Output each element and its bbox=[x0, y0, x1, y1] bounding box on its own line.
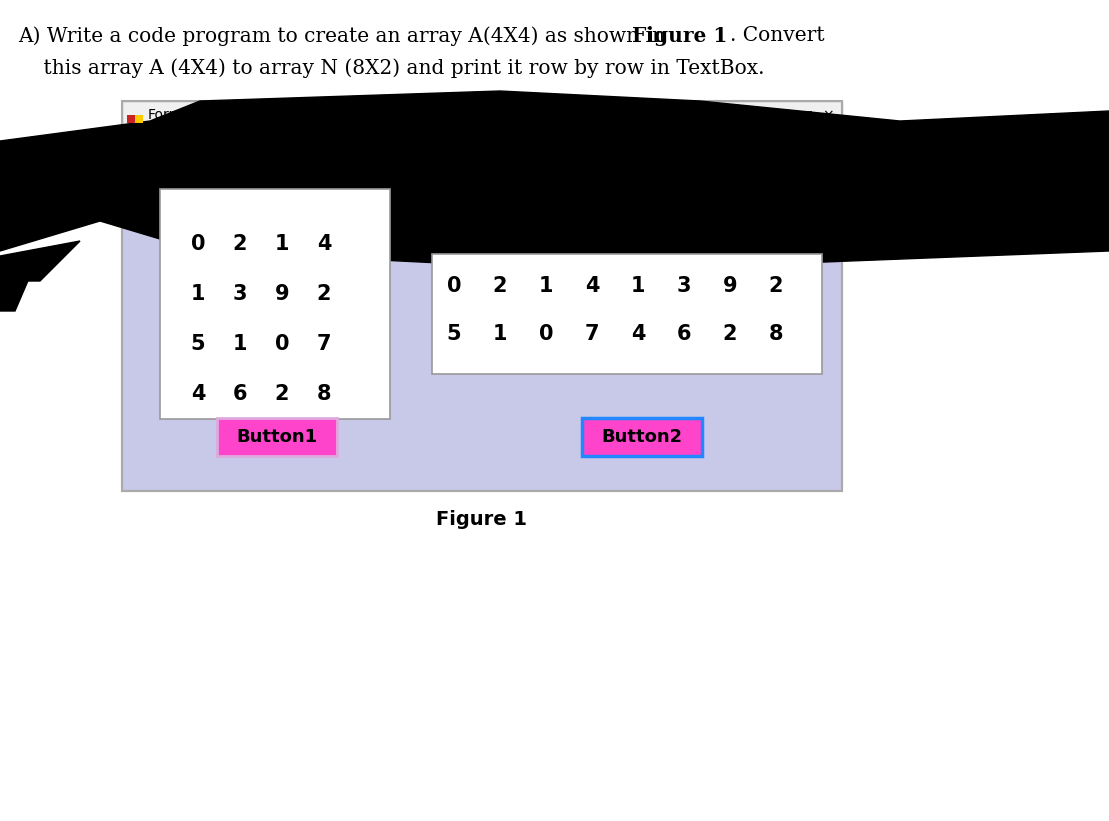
Text: Figure 1: Figure 1 bbox=[632, 26, 728, 46]
Text: 5: 5 bbox=[447, 324, 461, 344]
Polygon shape bbox=[0, 276, 30, 311]
Text: 0: 0 bbox=[539, 324, 553, 344]
Text: Array (N): Array (N) bbox=[596, 215, 689, 233]
Text: 5: 5 bbox=[191, 334, 205, 354]
FancyBboxPatch shape bbox=[433, 254, 822, 374]
FancyBboxPatch shape bbox=[122, 129, 842, 491]
Text: 8: 8 bbox=[317, 384, 332, 404]
Text: 2: 2 bbox=[769, 276, 783, 296]
Text: 4: 4 bbox=[191, 384, 205, 404]
Text: A) Write a code program to create an array A(4X4) as shown in: A) Write a code program to create an arr… bbox=[18, 26, 671, 46]
Text: 2: 2 bbox=[723, 324, 737, 344]
Text: 0: 0 bbox=[275, 334, 289, 354]
FancyBboxPatch shape bbox=[217, 418, 337, 456]
Text: 7: 7 bbox=[584, 324, 599, 344]
Text: 8: 8 bbox=[769, 324, 783, 344]
Text: Button2: Button2 bbox=[601, 428, 682, 446]
Text: 4: 4 bbox=[317, 234, 332, 254]
Text: 1: 1 bbox=[492, 324, 507, 344]
Text: 1: 1 bbox=[631, 276, 645, 296]
Text: 0: 0 bbox=[191, 234, 205, 254]
Text: this array A (4X4) to array N (8X2) and print it row by row in TextBox.: this array A (4X4) to array N (8X2) and … bbox=[18, 58, 764, 78]
Text: 3: 3 bbox=[233, 284, 247, 304]
FancyBboxPatch shape bbox=[128, 115, 135, 123]
Text: 9: 9 bbox=[723, 276, 737, 296]
Polygon shape bbox=[0, 91, 1109, 271]
Text: . Convert: . Convert bbox=[730, 26, 825, 45]
Text: Button1: Button1 bbox=[236, 428, 317, 446]
Text: 3: 3 bbox=[676, 276, 691, 296]
Text: Array (A): Array (A) bbox=[232, 152, 323, 170]
Text: ×: × bbox=[822, 108, 834, 122]
Text: 1: 1 bbox=[275, 234, 289, 254]
Text: −: − bbox=[779, 108, 790, 122]
FancyBboxPatch shape bbox=[122, 101, 842, 129]
Text: 2: 2 bbox=[275, 384, 289, 404]
Text: Form1: Form1 bbox=[147, 108, 192, 122]
Text: 7: 7 bbox=[317, 334, 332, 354]
Text: Figure 1: Figure 1 bbox=[437, 510, 528, 529]
Text: 1: 1 bbox=[233, 334, 247, 354]
Text: 1: 1 bbox=[191, 284, 205, 304]
Polygon shape bbox=[0, 241, 80, 281]
Text: 9: 9 bbox=[275, 284, 289, 304]
Text: 2: 2 bbox=[492, 276, 507, 296]
Text: 4: 4 bbox=[631, 324, 645, 344]
FancyBboxPatch shape bbox=[160, 189, 390, 419]
Text: 6: 6 bbox=[676, 324, 691, 344]
Text: □: □ bbox=[800, 108, 813, 122]
Text: 1: 1 bbox=[539, 276, 553, 296]
FancyBboxPatch shape bbox=[135, 115, 143, 123]
Text: 0: 0 bbox=[447, 276, 461, 296]
Text: 2: 2 bbox=[233, 234, 247, 254]
Text: 2: 2 bbox=[317, 284, 332, 304]
FancyBboxPatch shape bbox=[582, 418, 702, 456]
Text: 4: 4 bbox=[584, 276, 599, 296]
Text: 6: 6 bbox=[233, 384, 247, 404]
